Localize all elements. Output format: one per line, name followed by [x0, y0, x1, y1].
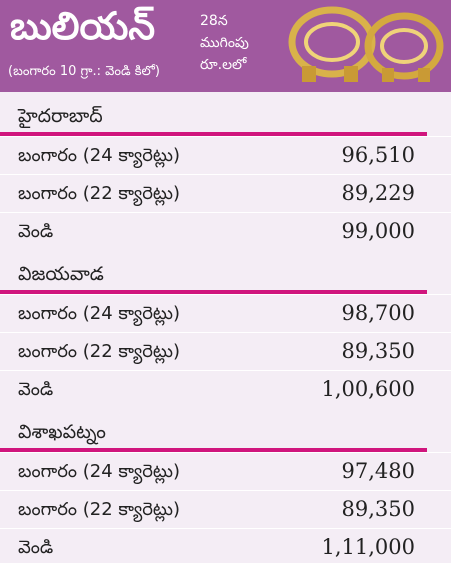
row: బంగారం (24 క్యారెట్లు) 98,700 [0, 294, 451, 332]
price: 89,229 [341, 181, 415, 205]
price: 89,350 [341, 339, 415, 363]
item: వెండి [18, 379, 54, 400]
row: బంగారం (24 క్యారెట్లు) 97,480 [0, 452, 451, 490]
item: బంగారం (24 క్యారెట్లు) [18, 145, 181, 166]
item: వెండి [18, 221, 54, 242]
title: బులియన్ [10, 4, 156, 48]
header: బులియన్ (బంగారం 10 గ్రా.: వెండి కిలో) 28… [0, 0, 451, 92]
row: బంగారం (22 క్యారెట్లు) 89,229 [0, 174, 451, 212]
price: 96,510 [341, 143, 415, 167]
table: హైదరాబాద్ బంగారం (24 క్యారెట్లు) 96,510 బంగ… [0, 92, 451, 563]
price: 98,700 [341, 301, 415, 325]
note-line: ముగింపు [200, 35, 249, 51]
note-line: 28న [200, 13, 228, 29]
row: వెండి 1,00,600 [0, 370, 451, 408]
city-header: విజయవాడ [0, 254, 427, 294]
city-header: విశాఖపట్నం [0, 412, 427, 452]
row: బంగారం (22 క్యారెట్లు) 89,350 [0, 332, 451, 370]
item: వెండి [18, 537, 54, 558]
price: 99,000 [341, 219, 415, 243]
subtitle: (బంగారం 10 గ్రా.: వెండి కిలో) [8, 64, 160, 79]
row: వెండి 99,000 [0, 212, 451, 250]
row: బంగారం (22 క్యారెట్లు) 89,350 [0, 490, 451, 528]
price: 97,480 [341, 459, 415, 483]
price: 1,00,600 [321, 377, 415, 401]
price: 89,350 [341, 497, 415, 521]
item: బంగారం (22 క్యారెట్లు) [18, 341, 181, 362]
item: బంగారం (24 క్యారెట్లు) [18, 303, 181, 324]
price: 1,11,000 [321, 535, 415, 559]
item: బంగారం (24 క్యారెట్లు) [18, 461, 181, 482]
row: వెండి 1,11,000 [0, 528, 451, 563]
item: బంగారం (22 క్యారెట్లు) [18, 499, 181, 520]
city-header: హైదరాబాద్ [0, 96, 427, 136]
note-line: రూ.లలో [200, 57, 247, 73]
jewellery-image [288, 6, 444, 82]
row: బంగారం (24 క్యారెట్లు) 96,510 [0, 136, 451, 174]
item: బంగారం (22 క్యారెట్లు) [18, 183, 181, 204]
note: 28న ముగింపు రూ.లలో [200, 10, 249, 76]
